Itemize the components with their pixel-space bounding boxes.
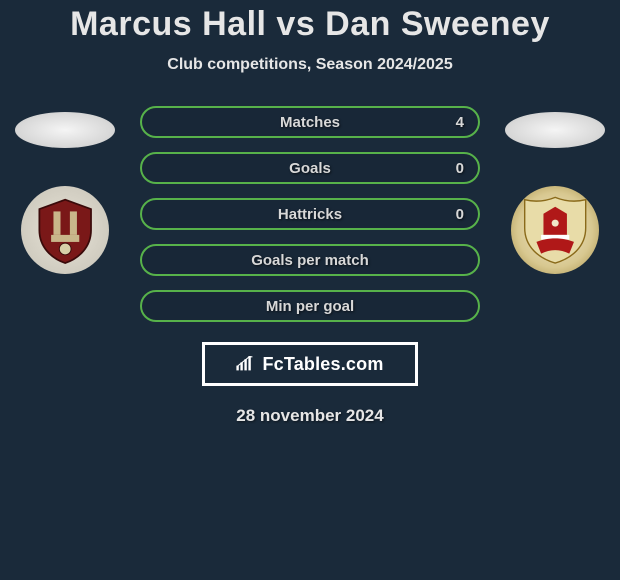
stat-value-right: 0 — [456, 206, 464, 223]
stat-label: Hattricks — [278, 206, 342, 223]
shield-icon — [30, 195, 100, 265]
crest-icon — [520, 195, 590, 265]
stat-label: Goals per match — [251, 252, 369, 269]
subtitle: Club competitions, Season 2024/2025 — [0, 56, 620, 74]
stat-row-goals-per-match: Goals per match — [140, 244, 480, 276]
stat-row-goals: Goals 0 — [140, 152, 480, 184]
right-player-column — [500, 106, 610, 274]
left-player-column — [10, 106, 120, 274]
stat-row-matches: Matches 4 — [140, 106, 480, 138]
left-club-crest — [21, 186, 109, 274]
stat-value-right: 0 — [456, 160, 464, 177]
stat-label: Goals — [289, 160, 331, 177]
stat-value-right: 4 — [456, 114, 464, 131]
stat-row-min-per-goal: Min per goal — [140, 290, 480, 322]
stats-column: Matches 4 Goals 0 Hattricks 0 Goals per … — [140, 106, 480, 322]
page-title: Marcus Hall vs Dan Sweeney — [0, 5, 620, 44]
right-club-crest — [511, 186, 599, 274]
date-label: 28 november 2024 — [0, 406, 620, 426]
brand-text: FcTables.com — [262, 354, 383, 375]
main-row: Matches 4 Goals 0 Hattricks 0 Goals per … — [0, 106, 620, 322]
brand-badge[interactable]: FcTables.com — [202, 342, 418, 386]
left-player-avatar-placeholder — [15, 112, 115, 148]
comparison-card: Marcus Hall vs Dan Sweeney Club competit… — [0, 0, 620, 426]
stat-row-hattricks: Hattricks 0 — [140, 198, 480, 230]
bar-chart-icon — [236, 356, 256, 372]
right-player-avatar-placeholder — [505, 112, 605, 148]
stat-label: Min per goal — [266, 298, 354, 315]
stat-label: Matches — [280, 114, 340, 131]
